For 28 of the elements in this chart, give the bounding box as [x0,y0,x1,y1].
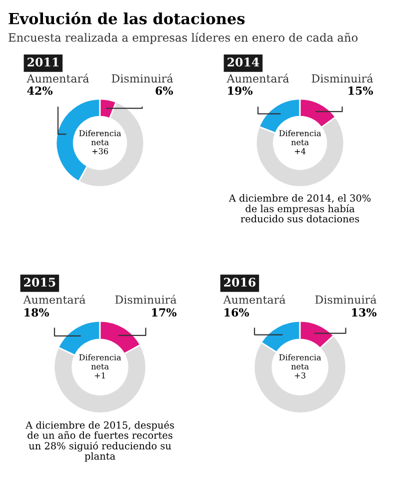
slice-label: Disminuirá [315,294,376,304]
data-label: 19% [228,86,252,95]
text: A diciembre de 2015, después de un año de fuertes recortes un 28% siguió reduciendo su planta [26,420,174,462]
chart-title: 2015 [24,278,56,287]
slice-label: Disminuirá [115,294,176,304]
text: Diferencia neta +3 [279,354,322,378]
text: Diferencia neta +36 [79,130,122,154]
data-label: 15% [348,86,373,95]
chart-title: 2014 [228,58,260,67]
slice-label: Aumentará [23,294,86,304]
data-label: 42% [27,86,52,95]
data-label: 16% [224,308,250,317]
slice-label: Aumentará [223,294,286,304]
slice-label: Disminuirá [112,74,173,83]
text: A diciembre de 2014, el 30% de las empresas había reducido sus dotaciones [228,194,371,222]
text: Diferencia neta +4 [279,130,322,154]
slice-label: Aumentará [226,74,289,83]
data-label: 13% [352,308,376,317]
text: Diferencia neta +1 [79,354,122,378]
chart-title: 2016 [224,278,256,287]
data-label: 18% [24,308,50,317]
slice-label: Disminuirá [312,74,373,83]
slice-label: Aumentará [26,74,89,83]
text: Evolución de las dotaciones [8,12,245,24]
data-label: 17% [152,308,176,317]
text: Encuesta realizada a empresas líderes en enero de cada año [8,32,358,44]
chart-title: 2011 [28,58,58,67]
data-label: 6% [156,86,173,95]
